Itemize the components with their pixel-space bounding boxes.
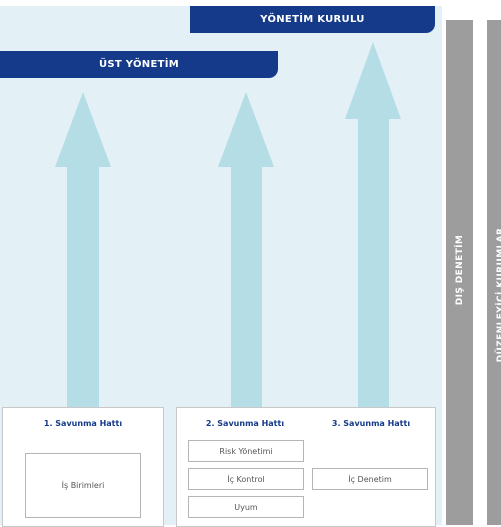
- business-units-box: İş Birimleri: [25, 453, 141, 518]
- line-1-title: 1. Savunma Hattı: [43, 419, 123, 428]
- internal-audit-box: İç Denetim: [312, 468, 428, 490]
- line-2-title: 2. Savunma Hattı: [205, 419, 285, 428]
- external-audit-bar: DIŞ DENETİM: [446, 20, 473, 525]
- lines-2-3-box: 2. Savunma Hattı 3. Savunma Hattı Risk Y…: [176, 407, 436, 527]
- line-1-box: 1. Savunma Hattı İş Birimleri: [2, 407, 164, 527]
- line-3-arrow: [345, 42, 401, 407]
- board-of-directors-banner: YÖNETİM KURULU: [190, 6, 435, 33]
- line-1-arrow: [55, 92, 111, 407]
- internal-control-box: İç Kontrol: [188, 468, 304, 490]
- regulators-bar: DÜZENLEYİCİ KURUMLAR: [487, 20, 501, 525]
- risk-management-box: Risk Yönetimi: [188, 440, 304, 462]
- senior-management-banner: ÜST YÖNETİM: [0, 51, 278, 78]
- line-2-arrow: [218, 92, 274, 407]
- compliance-box: Uyum: [188, 496, 304, 518]
- line-3-title: 3. Savunma Hattı: [331, 419, 411, 428]
